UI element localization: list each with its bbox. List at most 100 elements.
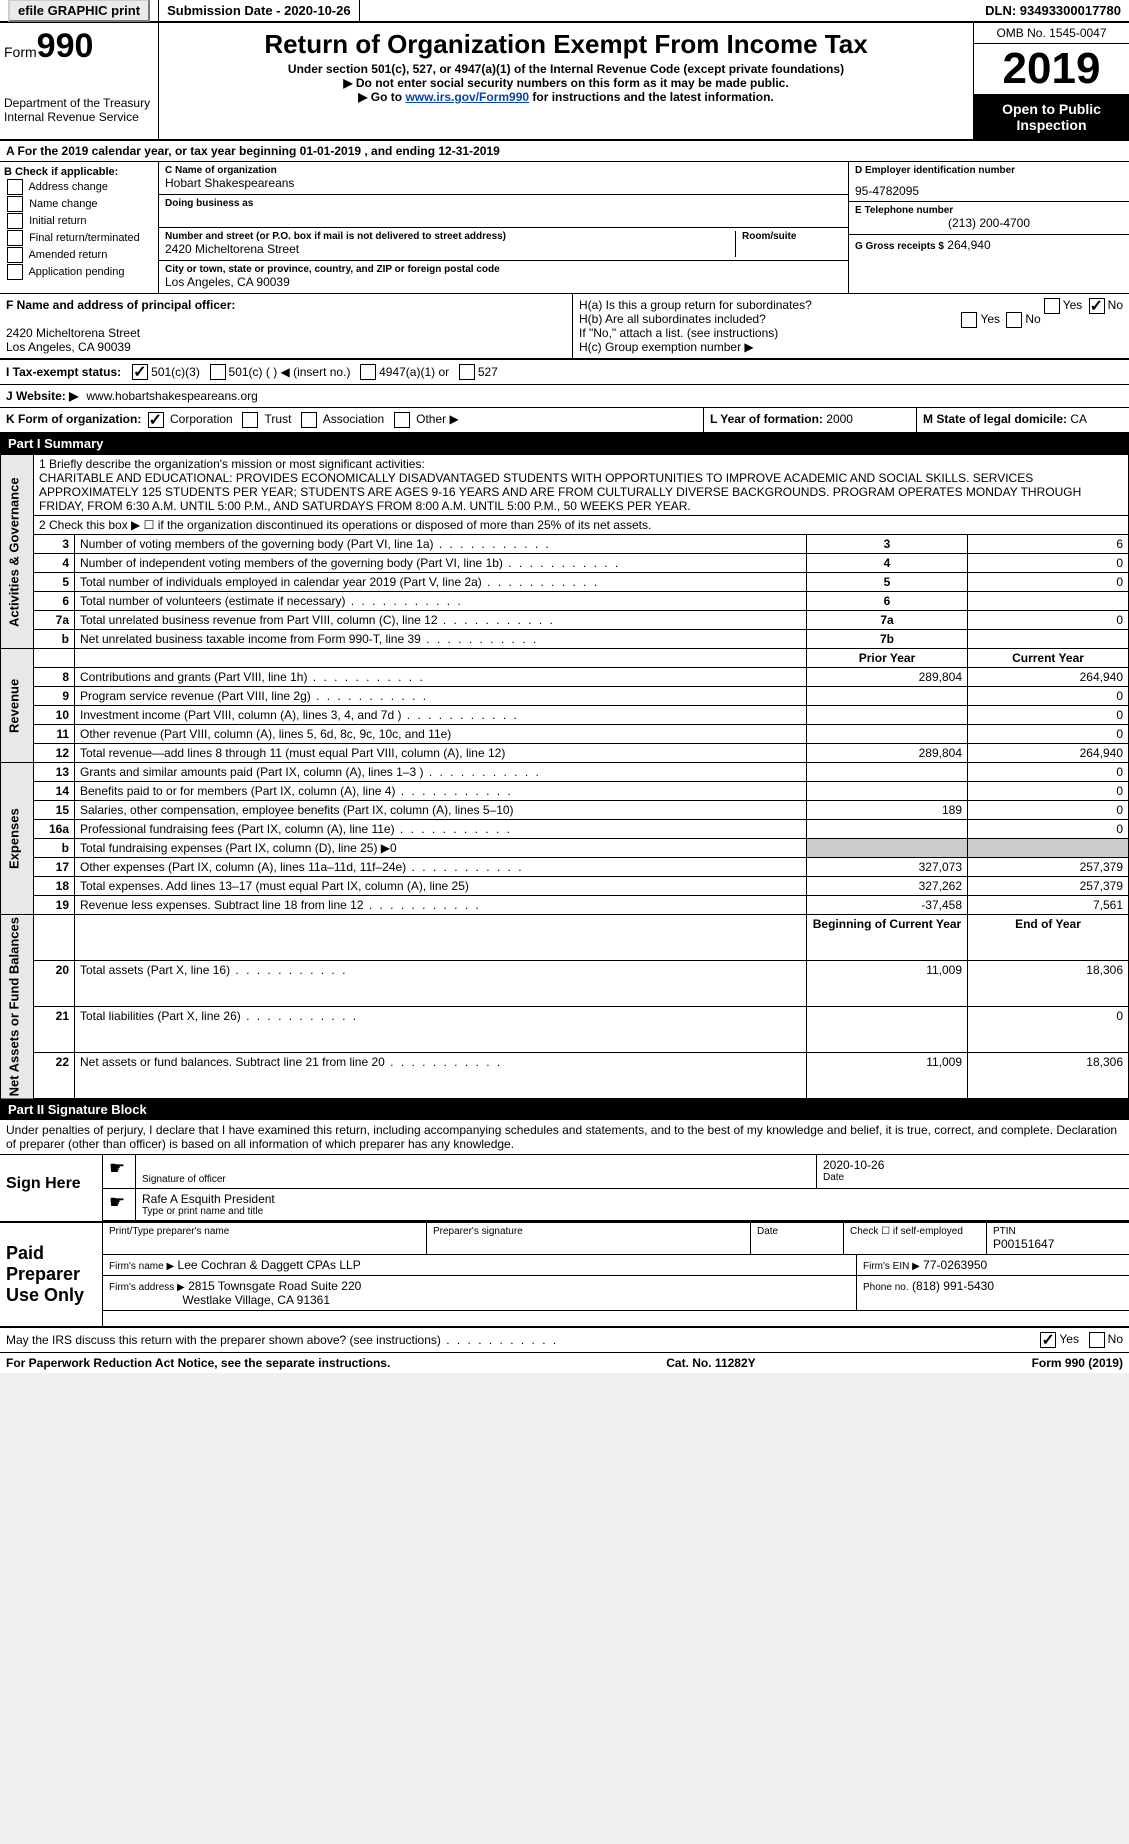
efile-print-button[interactable]: efile GRAPHIC print: [8, 0, 150, 22]
chk-corp[interactable]: [148, 412, 164, 428]
website-value: www.hobartshakespeareans.org: [86, 389, 257, 403]
line-i-label: I Tax-exempt status:: [6, 365, 121, 379]
exp-row-16b: bTotal fundraising expenses (Part IX, co…: [1, 839, 1129, 858]
irs-link[interactable]: www.irs.gov/Form990: [405, 90, 529, 104]
hdr-eoy: End of Year: [968, 915, 1129, 961]
opt-application-pending[interactable]: Application pending: [4, 264, 154, 280]
firm-phone: (818) 991-5430: [912, 1279, 994, 1293]
sign-here-block: Sign Here ☛ Signature of officer 2020-10…: [0, 1155, 1129, 1223]
gross-value: 264,940: [947, 238, 990, 252]
opt-trust: Trust: [265, 412, 292, 426]
rev-row-9: 9Program service revenue (Part VIII, lin…: [1, 687, 1129, 706]
box-c: C Name of organization Hobart Shakespear…: [159, 162, 849, 293]
prep-sig-label: Preparer's signature: [433, 1226, 744, 1237]
form-number: 990: [37, 27, 94, 65]
ein-value: 95-4782095: [855, 184, 1123, 198]
opt-initial-return[interactable]: Initial return: [4, 213, 154, 229]
side-exp: Expenses: [1, 763, 34, 915]
opt-other: Other ▶: [416, 412, 459, 426]
footer-mid: Cat. No. 11282Y: [666, 1356, 755, 1370]
form-prefix: Form: [4, 44, 37, 60]
note2-b: for instructions and the latest informat…: [529, 90, 774, 104]
firm-phone-label: Phone no.: [863, 1282, 909, 1293]
dept-label: Department of the Treasury Internal Reve…: [4, 96, 154, 124]
org-name-label: C Name of organization: [165, 165, 842, 176]
prep-date-label: Date: [757, 1226, 837, 1237]
opt-corp: Corporation: [170, 412, 233, 426]
opt-527: 527: [478, 365, 498, 379]
box-h: H(a) Is this a group return for subordin…: [573, 294, 1129, 358]
form-990-page: efile GRAPHIC print Submission Date - 20…: [0, 0, 1129, 1373]
hdr-current-year: Current Year: [968, 649, 1129, 668]
discuss-yes[interactable]: [1040, 1332, 1056, 1348]
chk-527[interactable]: [459, 364, 475, 380]
form-note-2: ▶ Go to www.irs.gov/Form990 for instruct…: [163, 90, 969, 104]
org-name: Hobart Shakespeareans: [165, 176, 842, 190]
street-label: Number and street (or P.O. box if mail i…: [165, 231, 729, 242]
gov-row-5: 5Total number of individuals employed in…: [1, 573, 1129, 592]
exp-row-15: 15Salaries, other compensation, employee…: [1, 801, 1129, 820]
part-2-header: Part II Signature Block: [0, 1099, 1129, 1120]
form-note-1: ▶ Do not enter social security numbers o…: [163, 76, 969, 90]
chk-4947[interactable]: [360, 364, 376, 380]
block-f-h: F Name and address of principal officer:…: [0, 294, 1129, 359]
exp-row-17: 17Other expenses (Part IX, column (A), l…: [1, 858, 1129, 877]
firm-ein-label: Firm's EIN ▶: [863, 1261, 920, 1272]
rev-row-10: 10Investment income (Part VIII, column (…: [1, 706, 1129, 725]
header-bar: efile GRAPHIC print Submission Date - 20…: [0, 0, 1129, 23]
firm-ein: 77-0263950: [923, 1258, 987, 1272]
officer-addr2: Los Angeles, CA 90039: [6, 340, 566, 354]
firm-addr-label: Firm's address ▶: [109, 1282, 185, 1293]
tax-year: 2019: [974, 44, 1129, 95]
ein-label: D Employer identification number: [855, 165, 1123, 176]
h-a-row: H(a) Is this a group return for subordin…: [579, 298, 1123, 312]
sign-here-label: Sign Here: [0, 1155, 103, 1221]
hdr-boc: Beginning of Current Year: [807, 915, 968, 961]
box-b: B Check if applicable: Address change Na…: [0, 162, 159, 293]
sig-declaration: Under penalties of perjury, I declare th…: [0, 1120, 1129, 1155]
chk-trust[interactable]: [242, 412, 258, 428]
line-k-l-m: K Form of organization: Corporation Trus…: [0, 408, 1129, 433]
paid-preparer-label: Paid Preparer Use Only: [0, 1223, 103, 1326]
city-value: Los Angeles, CA 90039: [165, 275, 842, 289]
box-d-e-g: D Employer identification number 95-4782…: [849, 162, 1129, 293]
chk-501c3[interactable]: [132, 364, 148, 380]
omb-number: OMB No. 1545-0047: [974, 23, 1129, 44]
chk-501c[interactable]: [210, 364, 226, 380]
opt-address-change[interactable]: Address change: [4, 179, 154, 195]
side-gov: Activities & Governance: [1, 455, 34, 649]
year-formation: 2000: [826, 412, 853, 426]
gov-row-3: 3Number of voting members of the governi…: [1, 535, 1129, 554]
block-b-c-d: B Check if applicable: Address change Na…: [0, 162, 1129, 294]
line-l-label: L Year of formation:: [710, 412, 823, 426]
state-domicile: CA: [1070, 412, 1087, 426]
chk-assoc[interactable]: [301, 412, 317, 428]
ptin-value: P00151647: [993, 1237, 1123, 1251]
chk-other[interactable]: [394, 412, 410, 428]
q2-text: 2 Check this box ▶ ☐ if the organization…: [34, 516, 1129, 535]
efile-label: efile GRAPHIC print: [0, 0, 159, 21]
omb-year-cell: OMB No. 1545-0047 2019 Open to Public In…: [973, 23, 1129, 139]
line-a: A For the 2019 calendar year, or tax yea…: [0, 141, 1129, 162]
opt-amended-return[interactable]: Amended return: [4, 247, 154, 263]
footer-right: Form 990 (2019): [1032, 1356, 1123, 1370]
discuss-no[interactable]: [1089, 1332, 1105, 1348]
opt-501c3: 501(c)(3): [151, 365, 200, 379]
opt-name-change[interactable]: Name change: [4, 196, 154, 212]
opt-final-return[interactable]: Final return/terminated: [4, 230, 154, 246]
opt-501c: 501(c) ( ) ◀ (insert no.): [229, 365, 351, 379]
prep-name-label: Print/Type preparer's name: [109, 1226, 420, 1237]
room-label: Room/suite: [742, 231, 842, 242]
na-row-21: 21Total liabilities (Part X, line 26)0: [1, 1007, 1129, 1053]
ptin-label: PTIN: [993, 1226, 1123, 1237]
na-row-20: 20Total assets (Part X, line 16)11,00918…: [1, 961, 1129, 1007]
firm-addr2: Westlake Village, CA 91361: [182, 1293, 330, 1307]
form-id-cell: Form990 Department of the Treasury Inter…: [0, 23, 159, 139]
exp-row-19: 19Revenue less expenses. Subtract line 1…: [1, 896, 1129, 915]
form-header-block: Form990 Department of the Treasury Inter…: [0, 23, 1129, 141]
dln-label: DLN: 93493300017780: [977, 0, 1129, 21]
line-j: J Website: ▶ www.hobartshakespeareans.or…: [0, 385, 1129, 408]
discuss-row: May the IRS discuss this return with the…: [0, 1328, 1129, 1353]
dba-label: Doing business as: [165, 198, 842, 209]
hb-label: H(b) Are all subordinates included?: [579, 312, 766, 326]
